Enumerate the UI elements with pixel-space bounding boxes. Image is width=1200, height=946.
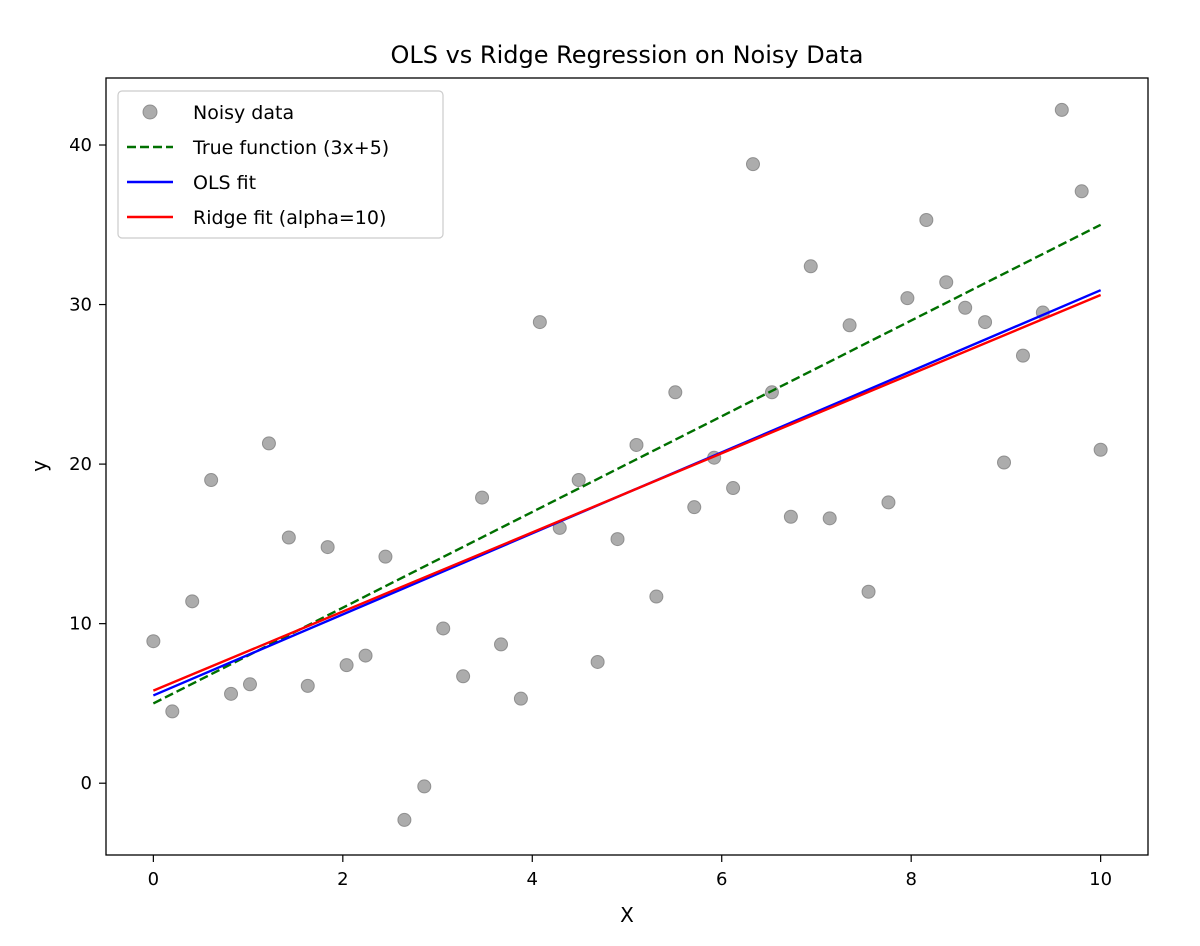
data-point [1054, 102, 1069, 117]
data-point [842, 318, 857, 333]
y-tick-label: 10 [69, 614, 92, 635]
legend-label: True function (3x+5) [192, 137, 389, 159]
data-point [513, 691, 528, 706]
x-tick-label: 2 [337, 869, 348, 890]
data-point [610, 532, 625, 547]
data-point [726, 481, 741, 496]
data-point [571, 473, 586, 488]
x-axis-ticks: 0 2 4 6 8 10 [148, 855, 1112, 890]
legend-label: Noisy data [193, 102, 294, 124]
y-axis-ticks: 0 10 20 30 40 [69, 135, 106, 794]
data-point [224, 686, 239, 701]
data-point [629, 437, 644, 452]
data-point [242, 677, 257, 692]
legend-marker [142, 104, 158, 120]
data-point [494, 637, 509, 652]
data-point [900, 291, 915, 306]
data-point [261, 436, 276, 451]
data-point [939, 275, 954, 290]
data-point [649, 589, 664, 604]
data-point [745, 157, 760, 172]
data-point [881, 495, 896, 510]
x-tick-label: 6 [716, 869, 727, 890]
data-point [146, 634, 161, 649]
data-point [978, 315, 993, 330]
data-point [339, 658, 354, 673]
data-point [436, 621, 451, 636]
x-tick-label: 0 [148, 869, 159, 890]
data-point [281, 530, 296, 545]
data-point [397, 812, 412, 827]
data-point [687, 500, 702, 515]
data-point [532, 315, 547, 330]
data-point [1015, 348, 1030, 363]
data-point [378, 549, 393, 564]
data-point [919, 212, 934, 227]
data-point [185, 594, 200, 609]
data-point [1093, 442, 1108, 457]
x-tick-label: 4 [527, 869, 538, 890]
data-point [668, 385, 683, 400]
legend-label: Ridge fit (alpha=10) [193, 207, 386, 229]
data-point [822, 511, 837, 526]
data-point [320, 540, 335, 555]
data-point [861, 584, 876, 599]
data-point [1074, 184, 1089, 199]
data-point [417, 779, 432, 794]
fit-lines [152, 223, 1102, 705]
x-axis-label: X [620, 903, 634, 927]
data-point [764, 385, 779, 400]
data-point [204, 473, 219, 488]
legend-box [117, 90, 444, 239]
data-point [590, 654, 605, 669]
data-point [958, 300, 973, 315]
data-point [456, 669, 471, 684]
data-point [358, 648, 373, 663]
legend: Noisy data True function (3x+5) OLS fit Rid… [117, 90, 444, 239]
y-tick-label: 20 [69, 454, 92, 475]
data-point [783, 509, 798, 524]
y-tick-label: 40 [69, 135, 92, 156]
y-tick-label: 30 [69, 295, 92, 316]
data-point [475, 490, 490, 505]
data-point [997, 455, 1012, 470]
data-point [165, 704, 180, 719]
y-axis-label: y [27, 460, 51, 472]
x-tick-label: 8 [905, 869, 916, 890]
data-point [300, 678, 315, 693]
data-point [803, 259, 818, 274]
chart-title: OLS vs Ridge Regression on Noisy Data [390, 41, 863, 69]
x-tick-label: 10 [1089, 869, 1112, 890]
legend-label: OLS fit [193, 172, 256, 194]
y-tick-label: 0 [81, 773, 92, 794]
ridge-fit-alpha-10-line [152, 293, 1102, 692]
